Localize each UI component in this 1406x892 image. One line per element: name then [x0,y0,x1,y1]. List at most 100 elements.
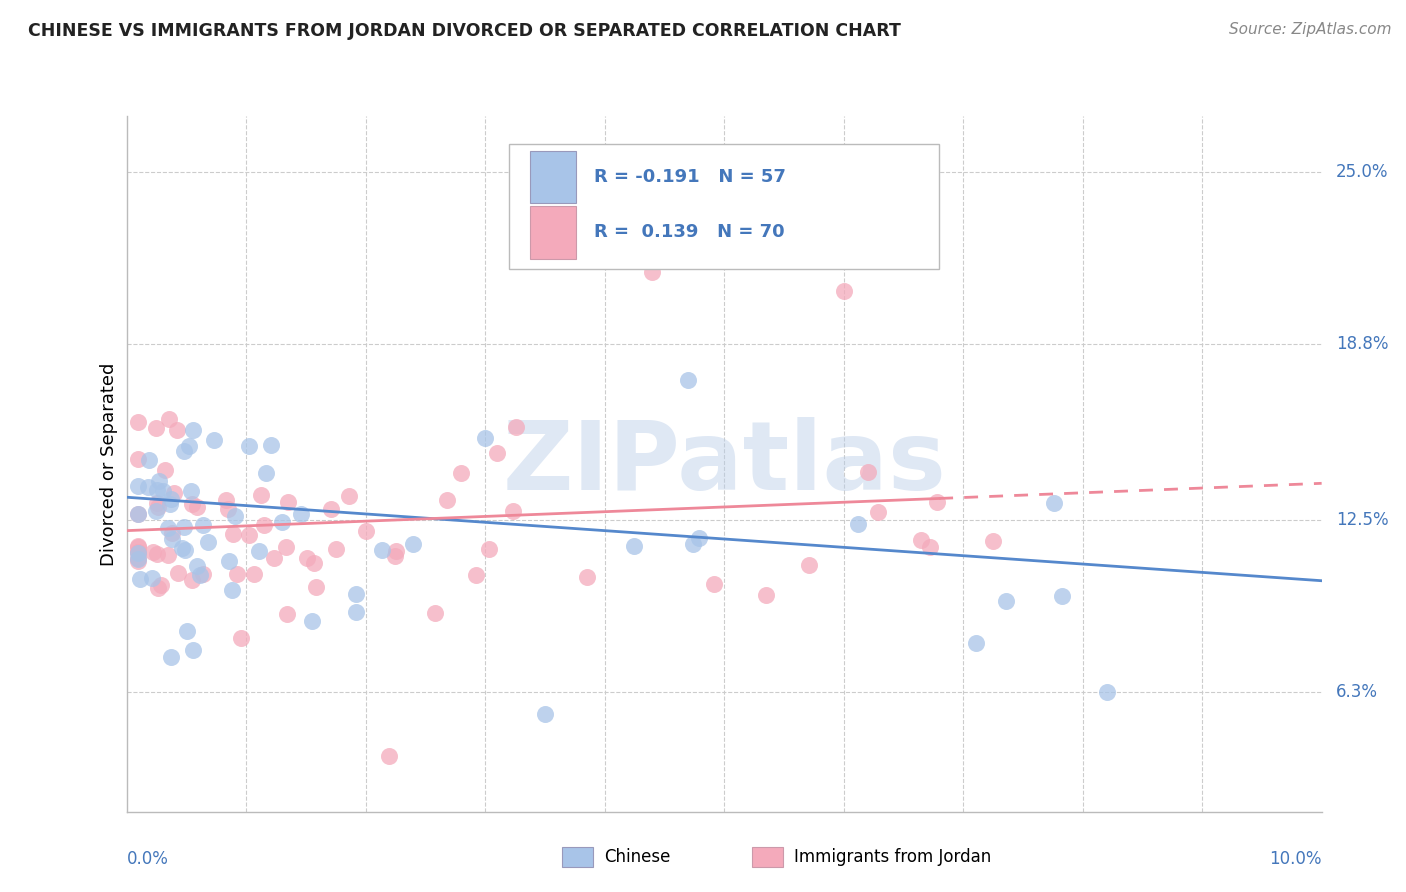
Point [502,504,524,518]
Point [190,568,212,582]
Point [215,493,238,508]
Point [846,517,869,532]
Point [678,373,700,387]
Point [755,588,778,602]
Point [274,540,297,554]
Point [127,507,149,521]
Point [127,552,149,566]
Point [920,540,942,554]
Point [156,548,179,562]
Point [177,439,200,453]
Point [305,580,328,594]
Point [186,500,208,514]
Point [450,466,472,480]
Point [325,541,347,556]
Y-axis label: Divorced or Separated: Divorced or Separated [100,362,118,566]
Point [910,533,932,547]
Point [337,489,360,503]
Point [181,573,204,587]
Text: 12.5%: 12.5% [1336,510,1389,528]
Point [856,465,879,479]
Point [354,524,377,538]
Point [1050,589,1073,603]
Point [180,497,202,511]
Point [138,480,160,494]
Point [146,483,169,497]
Point [344,587,367,601]
Point [159,492,181,507]
Point [290,507,312,521]
Point [832,285,855,299]
Point [238,528,260,542]
Text: ZIPatlas: ZIPatlas [502,417,946,510]
Point [148,581,170,595]
Point [256,467,278,481]
Point [166,423,188,437]
Point [994,593,1017,607]
Point [238,439,260,453]
Point [682,537,704,551]
Point [221,583,243,598]
Point [153,463,176,477]
Point [127,479,149,493]
Point [981,533,1004,548]
Point [371,542,394,557]
Point [224,508,246,523]
Point [127,544,149,558]
Point [145,496,167,510]
Point [965,636,987,650]
Point [384,549,406,563]
Point [145,421,167,435]
Point [202,433,225,447]
Point [385,543,408,558]
Point [799,558,821,573]
Point [127,507,149,521]
Point [127,545,149,559]
Point [170,541,193,555]
Point [157,411,180,425]
Point [186,558,208,573]
Point [166,566,188,580]
Point [225,566,247,581]
Text: 6.3%: 6.3% [1336,683,1378,701]
Point [180,484,202,499]
Bar [530,206,576,259]
Point [260,438,283,452]
Point [505,419,527,434]
Point [231,631,253,645]
Point [127,540,149,554]
Point [176,624,198,639]
Point [191,567,214,582]
Point [174,543,197,558]
Point [576,570,599,584]
Point [271,516,294,530]
Point [302,557,325,571]
Point [163,486,186,500]
Text: 18.8%: 18.8% [1336,335,1389,353]
Text: Immigrants from Jordan: Immigrants from Jordan [794,848,991,866]
Point [138,452,160,467]
Point [465,568,488,582]
Point [1095,685,1118,699]
Text: 10.0%: 10.0% [1270,850,1322,868]
Point [217,502,239,516]
Point [222,527,245,541]
Point [534,707,557,722]
Point [641,265,664,279]
Point [148,474,170,488]
Bar [530,151,576,203]
Point [486,446,509,460]
Point [173,520,195,534]
Point [159,497,181,511]
Point [191,518,214,533]
Point [141,571,163,585]
Point [160,649,183,664]
Point [423,606,446,620]
Point [243,566,266,581]
Point [162,526,184,541]
Point [173,443,195,458]
Point [321,501,343,516]
Point [146,547,169,561]
Point [127,554,149,568]
Text: CHINESE VS IMMIGRANTS FROM JORDAN DIVORCED OR SEPARATED CORRELATION CHART: CHINESE VS IMMIGRANTS FROM JORDAN DIVORC… [28,22,901,40]
